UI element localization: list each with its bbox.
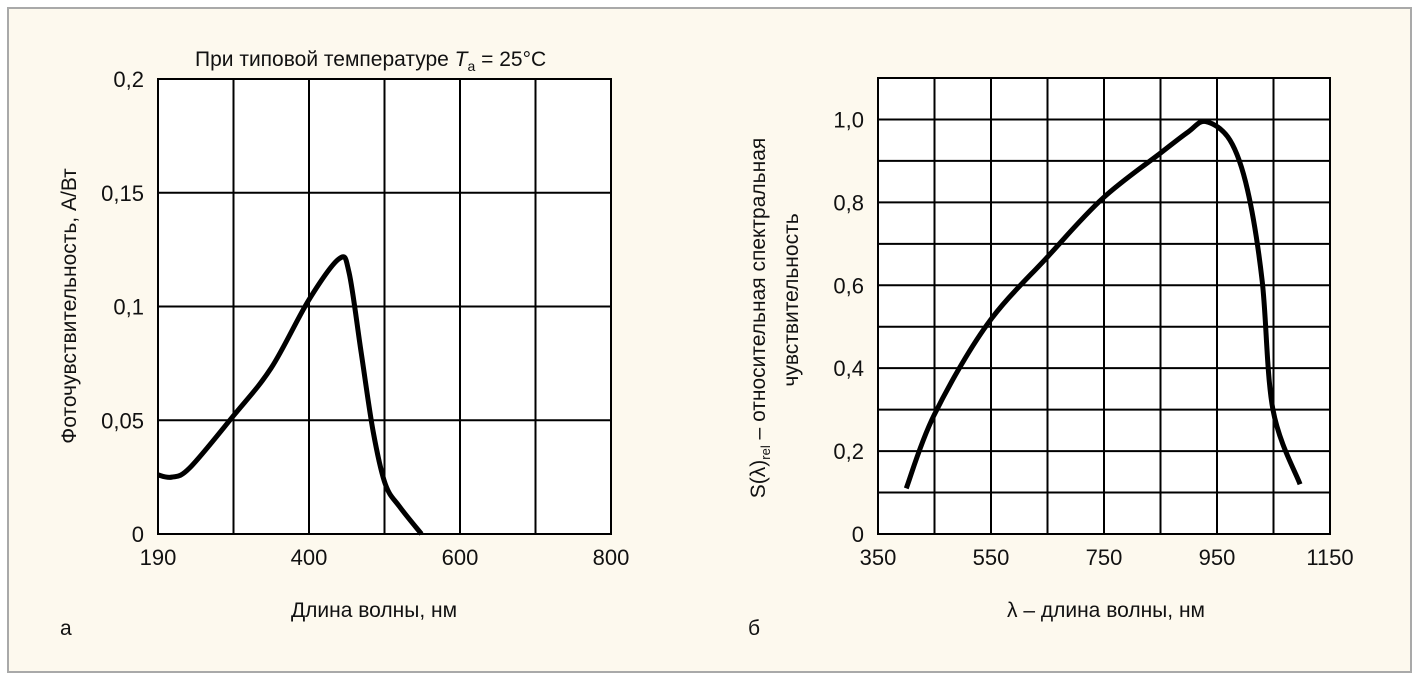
x-tick-label: 750 xyxy=(1086,545,1123,570)
series-line xyxy=(157,254,424,536)
y-tick-label: 1,0 xyxy=(833,107,864,132)
y-tick-label: 0,05 xyxy=(101,408,144,433)
chart-a-ylabel: Фоточувствительность, А/Вт xyxy=(58,168,81,444)
x-tick-label: 190 xyxy=(140,545,177,570)
series-line xyxy=(903,118,1303,490)
y-tick-label: 0,4 xyxy=(833,356,864,381)
y-tick-label: 0,8 xyxy=(833,190,864,215)
x-tick-label: 800 xyxy=(593,545,630,570)
x-tick-label: 550 xyxy=(973,545,1010,570)
chart-b-xlabel: λ – длина волны, нм xyxy=(1007,599,1205,622)
chart-b-panel-label: б xyxy=(748,617,760,640)
y-tick-label: 0,2 xyxy=(113,67,144,92)
x-tick-label: 600 xyxy=(442,545,479,570)
y-tick-label: 0 xyxy=(852,522,864,547)
y-tick-label: 0 xyxy=(132,522,144,547)
y-tick-label: 0,2 xyxy=(833,439,864,464)
chart-b-ylabel-line2: чувствительность xyxy=(780,213,803,386)
chart-a-panel-label: а xyxy=(60,617,72,640)
chart-b: 350 550 750 950 1150 0 0,2 0,4 0,6 0,8 1,0 xyxy=(833,77,1354,570)
x-tick-label: 350 xyxy=(860,545,897,570)
chart-b-ylabel-line1: S(λ)rel – относительная спектральная xyxy=(747,138,773,498)
y-tick-label: 0,6 xyxy=(833,273,864,298)
y-tick-label: 0,1 xyxy=(113,295,144,320)
x-tick-label: 400 xyxy=(291,545,328,570)
x-tick-label: 1150 xyxy=(1306,545,1353,570)
chart-a-title: При типовой температуре Ta = 25°C xyxy=(195,48,546,74)
chart-a: 190 400 600 800 0 0,05 0,1 0,15 0,2 xyxy=(101,67,629,570)
x-tick-label: 950 xyxy=(1199,545,1236,570)
y-tick-label: 0,15 xyxy=(101,181,144,206)
chart-a-xlabel: Длина волны, нм xyxy=(291,599,457,622)
